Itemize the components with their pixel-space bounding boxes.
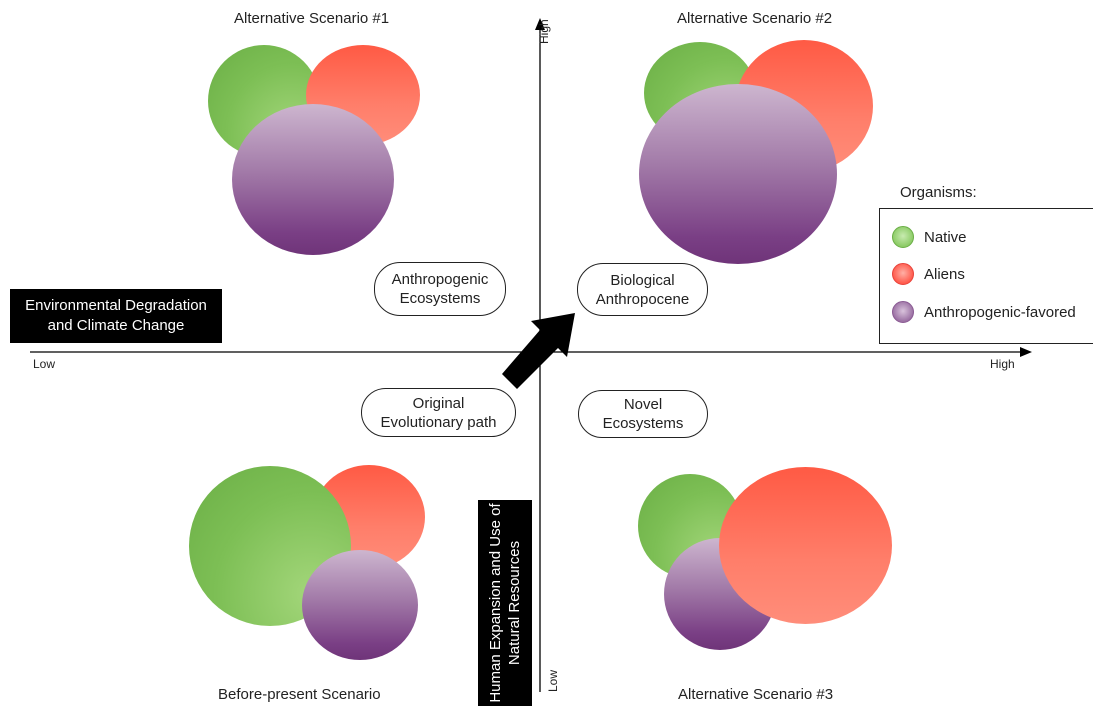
x-axis-high-label: High bbox=[990, 357, 1015, 371]
legend-label-aliens: Aliens bbox=[924, 265, 965, 283]
scenario-title-top-left: Alternative Scenario #1 bbox=[234, 10, 390, 27]
native-swatch-icon bbox=[892, 226, 914, 248]
scenario-title-bottom-left: Before-present Scenario bbox=[218, 686, 381, 703]
x-axis-low-label: Low bbox=[33, 357, 56, 371]
trajectory-arrow bbox=[502, 313, 575, 389]
scenario2-anthropogenic-circle bbox=[639, 84, 837, 264]
scenario-title-top-right: Alternative Scenario #2 bbox=[677, 10, 833, 27]
y-axis-high-label: High bbox=[537, 19, 551, 44]
quadrant-label-top-right: Biological Anthropocene bbox=[577, 263, 708, 316]
x-axis-arrowhead bbox=[1020, 347, 1032, 357]
alien-swatch-icon bbox=[892, 263, 914, 285]
scenario3-alien-circle bbox=[719, 467, 892, 624]
y-axis-low-label: Low bbox=[546, 669, 560, 692]
x-axis-title: Environmental Degradation and Climate Ch… bbox=[10, 289, 222, 343]
legend-item-aliens: Aliens bbox=[892, 263, 965, 285]
quadrant-label-bottom-left: Original Evolutionary path bbox=[361, 388, 516, 437]
scenario1-anthropogenic-circle bbox=[232, 104, 394, 255]
legend-box: Native Aliens Anthropogenic-favored bbox=[879, 208, 1093, 344]
scenario-title-bottom-right: Alternative Scenario #3 bbox=[678, 686, 834, 703]
before-present-anthropogenic-circle bbox=[302, 550, 418, 660]
y-axis-title: Human Expansion and Use of Natural Resou… bbox=[478, 500, 532, 706]
legend-label-anthropogenic: Anthropogenic-favored bbox=[924, 303, 1076, 321]
quadrant-label-bottom-right: Novel Ecosystems bbox=[578, 390, 708, 438]
legend-label-native: Native bbox=[924, 228, 967, 246]
legend-title: Organisms: bbox=[900, 184, 977, 201]
y-axis-arrowhead bbox=[535, 18, 545, 30]
quadrant-label-top-left: Anthropogenic Ecosystems bbox=[374, 262, 506, 316]
legend-item-anthropogenic: Anthropogenic-favored bbox=[892, 301, 1076, 323]
legend-item-native: Native bbox=[892, 226, 967, 248]
anthropogenic-swatch-icon bbox=[892, 301, 914, 323]
